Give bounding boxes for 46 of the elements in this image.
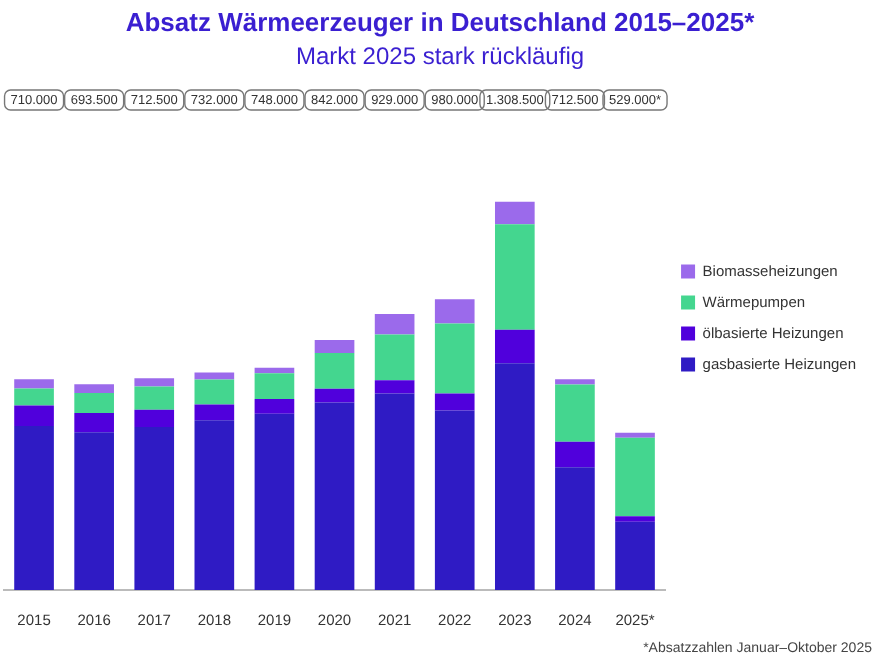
bar [14,388,54,406]
bar [434,299,475,324]
bar [615,516,655,522]
bar [374,393,415,590]
bar [14,405,54,427]
bar [615,437,655,517]
bar [314,388,355,403]
bar [434,410,475,590]
bar [494,201,535,225]
bar [615,521,655,590]
bar [194,379,235,405]
bar [74,412,114,433]
bar [374,313,415,335]
bar [194,404,235,421]
bar [494,363,535,590]
bar [615,432,655,438]
bar [314,402,355,590]
bar [74,393,114,413]
bar [555,379,595,385]
bar [374,380,415,394]
bar [434,323,475,394]
bar [555,441,595,468]
bar [314,339,355,354]
bar [14,379,54,389]
chart-subtitle: Markt 2025 stark rückläufig [295,42,585,71]
bar [555,384,595,442]
bar [194,420,235,590]
bar [194,372,235,380]
bar [134,409,175,427]
bar [254,398,295,414]
bar [254,373,295,399]
bar [254,413,295,590]
chart-title: Absatz Wärmeerzeuger in Deutschland 2015–2025* [125,6,757,37]
bar [74,384,114,394]
bar [555,467,595,590]
bar [134,378,175,387]
bar [134,386,175,410]
bar [254,367,295,374]
bar [134,426,175,590]
bar [494,329,535,364]
bar [14,426,54,590]
bar [374,334,415,381]
bar [434,393,475,411]
bar [74,432,114,590]
bar [314,353,355,389]
bar [494,224,535,330]
